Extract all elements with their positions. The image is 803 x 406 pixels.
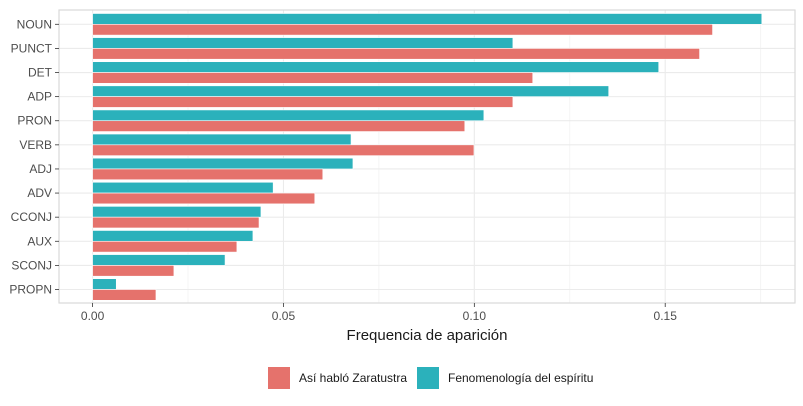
bar-adj-zaratustra: [92, 168, 324, 181]
bar-adp-zaratustra: [92, 96, 514, 108]
bar-adp-fenomenologia: [92, 85, 610, 97]
legend-label-zaratustra: Así habló Zaratustra: [299, 371, 407, 385]
bars: [92, 13, 763, 301]
legend-label-fenomenologia: Fenomenología del espíritu: [448, 371, 593, 385]
x-tick-label: 0.15: [654, 309, 678, 323]
legend: Así habló Zaratustra Fenomenología del e…: [268, 367, 593, 389]
bar-cconj-zaratustra: [92, 216, 260, 229]
x-tick-label: 0.10: [463, 309, 487, 323]
bar-det-zaratustra: [92, 72, 534, 84]
bar-sconj-zaratustra: [92, 265, 175, 277]
y-tick-label: ADP: [27, 90, 52, 104]
y-tick-label: ADV: [27, 186, 52, 200]
bar-det-fenomenologia: [92, 61, 660, 73]
y-tick-label: PRON: [17, 114, 52, 128]
bar-propn-fenomenologia: [92, 278, 117, 290]
legend-swatch-fenomenologia: [417, 367, 439, 389]
y-axis: NOUN PUNCT DET ADP PRON VERB ADJ ADV CCONJ AUX SCO…: [9, 17, 59, 297]
bar-punct-fenomenologia: [92, 37, 514, 49]
bar-adj-fenomenologia: [92, 157, 354, 170]
bar-propn-zaratustra: [92, 289, 157, 301]
bar-adv-fenomenologia: [92, 181, 274, 194]
legend-swatch-zaratustra: [268, 367, 290, 389]
y-tick-label: SCONJ: [11, 258, 52, 272]
bar-verb-zaratustra: [92, 144, 475, 156]
y-tick-label: PROPN: [9, 283, 52, 297]
x-tick-label: 0.05: [272, 309, 296, 323]
y-tick-label: AUX: [27, 234, 52, 248]
x-axis-title: Frequencia de aparición: [347, 327, 508, 344]
bar-verb-fenomenologia: [92, 133, 352, 146]
bar-aux-zaratustra: [92, 240, 238, 253]
bar-pron-zaratustra: [92, 120, 466, 132]
bar-punct-zaratustra: [92, 48, 700, 60]
plot-panel-border: [58, 9, 796, 304]
y-tick-label: CCONJ: [11, 210, 52, 224]
bar-noun-zaratustra: [92, 23, 713, 36]
y-tick-label: NOUN: [17, 17, 52, 31]
bar-pron-fenomenologia: [92, 109, 485, 122]
y-tick-label: PUNCT: [11, 41, 53, 55]
bar-cconj-fenomenologia: [92, 206, 262, 218]
x-axis: 0.00 0.05 0.10 0.15: [81, 303, 677, 323]
bar-adv-zaratustra: [92, 192, 316, 205]
bar-aux-fenomenologia: [92, 230, 254, 242]
y-tick-label: ADJ: [29, 162, 52, 176]
y-tick-label: VERB: [19, 138, 52, 152]
bar-sconj-fenomenologia: [92, 254, 226, 266]
x-tick-label: 0.00: [81, 309, 105, 323]
bar-noun-fenomenologia: [92, 13, 763, 25]
y-tick-label: DET: [28, 66, 53, 80]
